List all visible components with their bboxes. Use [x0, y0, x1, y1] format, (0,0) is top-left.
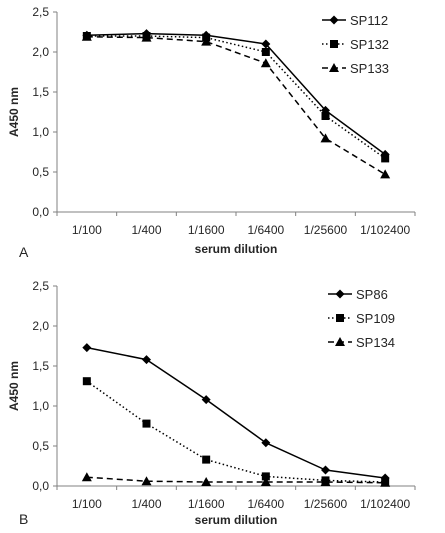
- y-tick-label: 2,0: [32, 319, 49, 333]
- x-tick-label: 1/25600: [304, 497, 348, 511]
- data-point: [141, 476, 152, 486]
- legend-marker: [329, 63, 339, 72]
- y-tick-label: 1,0: [32, 399, 49, 413]
- legend-marker: [330, 40, 338, 48]
- data-point: [260, 58, 271, 68]
- x-axis-title: serum dilution: [195, 513, 278, 527]
- x-tick-label: 1/1600: [188, 223, 225, 237]
- data-point: [380, 477, 391, 487]
- x-tick-label: 1/102400: [360, 223, 410, 237]
- data-point: [201, 395, 211, 405]
- data-point: [81, 472, 92, 482]
- y-tick-label: 0,5: [32, 439, 49, 453]
- y-tick-label: 1,5: [32, 85, 49, 99]
- y-tick-label: 2,0: [32, 45, 49, 59]
- panel-label: B: [19, 511, 28, 527]
- x-tick-label: 1/6400: [247, 497, 284, 511]
- data-point: [201, 477, 212, 486]
- data-point: [141, 32, 152, 42]
- y-tick-label: 0,0: [32, 479, 49, 493]
- data-point: [201, 36, 212, 46]
- data-point: [142, 419, 151, 428]
- legend-label: SP86: [356, 287, 388, 302]
- y-tick-label: 0,0: [32, 205, 49, 219]
- legend-marker: [329, 15, 339, 25]
- series-sp109: [82, 377, 390, 486]
- series-sp132: [82, 32, 390, 163]
- legend-label: SP109: [356, 311, 395, 326]
- series-line: [86, 380, 386, 483]
- data-point: [321, 112, 330, 120]
- x-tick-label: 1/25600: [304, 223, 348, 237]
- data-point: [321, 465, 330, 475]
- y-tick-label: 1,5: [32, 359, 49, 373]
- series-line: [86, 32, 386, 156]
- x-tick-label: 1/100: [72, 497, 102, 511]
- data-point: [81, 31, 92, 41]
- series-sp112: [82, 29, 390, 159]
- x-axis-title: serum dilution: [195, 242, 278, 256]
- series-sp133: [81, 31, 391, 179]
- data-point: [82, 343, 92, 353]
- data-point: [381, 154, 390, 163]
- legend-label: SP133: [350, 61, 389, 76]
- data-point: [261, 438, 271, 448]
- x-tick-label: 1/102400: [360, 497, 410, 511]
- series-line: [86, 346, 386, 479]
- y-tick-label: 2,5: [32, 5, 49, 19]
- panel-b: 0,0 0,5 1,0 1,5 2,0 2,5 1/100 1/400 1/1600 1/6400…: [7, 279, 416, 527]
- y-tick-label: 2,5: [32, 279, 49, 293]
- legend-item-sp112: SP112: [322, 13, 388, 28]
- series-sp134: [81, 472, 391, 487]
- y-tick-label: 1,0: [32, 125, 49, 139]
- legend-marker: [335, 289, 345, 299]
- data-point: [261, 39, 271, 49]
- legend-label: SP132: [350, 37, 389, 52]
- legend-item-sp86: SP86: [328, 287, 388, 302]
- data-point: [142, 355, 151, 365]
- data-point: [320, 133, 331, 143]
- y-tick-label: 0,5: [32, 165, 49, 179]
- legend-item-sp132: SP132: [322, 37, 389, 52]
- y-axis-title: A450 nm: [7, 87, 21, 137]
- legend-marker: [336, 314, 344, 322]
- x-tick-label: 1/400: [131, 223, 161, 237]
- x-tick-label: 1/1600: [188, 497, 225, 511]
- x-tick-label: 1/100: [72, 223, 102, 237]
- legend-item-sp109: SP109: [328, 311, 395, 326]
- series-sp86: [82, 343, 390, 483]
- legend-item-sp134: SP134: [328, 335, 395, 350]
- legend-label: SP112: [350, 13, 388, 28]
- data-point: [261, 472, 270, 481]
- panel-a: 0,0 0,5 1,0 1,5 2,0 2,5 1/100 1/400 1/1600 1/6400…: [7, 5, 416, 260]
- series-line: [86, 476, 386, 484]
- x-tick-label: 1/400: [131, 497, 161, 511]
- legend-item-sp133: SP133: [322, 61, 389, 76]
- data-point: [202, 455, 211, 464]
- data-point: [261, 48, 270, 56]
- series-line: [86, 36, 386, 176]
- legend-label: SP134: [356, 335, 395, 350]
- data-point: [260, 477, 271, 486]
- panel-label: A: [19, 244, 29, 260]
- x-tick-label: 1/6400: [247, 223, 284, 237]
- data-point: [320, 477, 331, 486]
- data-point: [380, 169, 391, 179]
- legend-marker: [335, 337, 345, 346]
- series-line: [86, 35, 386, 160]
- data-point: [82, 377, 91, 386]
- y-axis-title: A450 nm: [7, 361, 21, 411]
